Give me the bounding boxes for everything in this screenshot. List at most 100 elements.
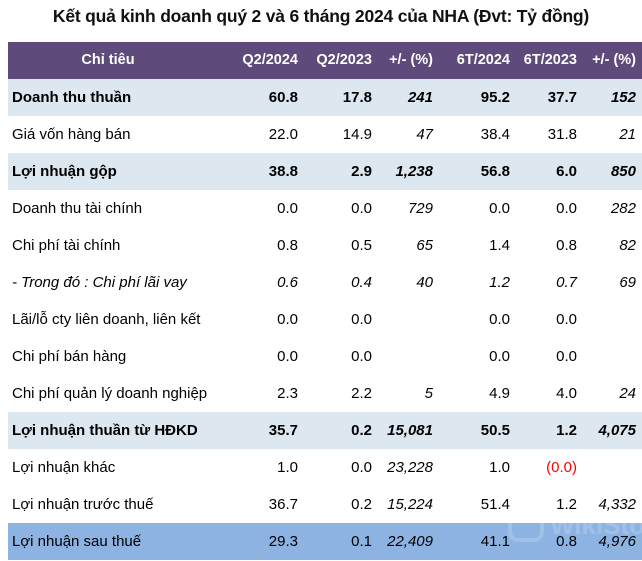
cell-q2-2023: 2.9: [351, 163, 372, 180]
cell-6t-2024: 0.0: [489, 348, 510, 365]
table-row: Chi phí tài chính 0.8 0.5 65 1.4 0.8 82: [8, 227, 642, 264]
row-label: - Trong đó : Chi phí lãi vay: [12, 274, 187, 291]
cell-6t-2023: 1.2: [556, 496, 577, 513]
cell-6t-2024: 51.4: [480, 496, 510, 513]
table-row: Lợi nhuận thuần từ HĐKD 35.7 0.2 15,081 50.5…: [8, 412, 642, 449]
cell-6t-2024: 4.9: [489, 385, 510, 402]
cell-q-change: 65: [416, 237, 433, 254]
table-header-row: Chỉ tiêu Q2/2024 Q2/2023 +/- (%) 6T/2024…: [8, 42, 642, 79]
row-label: Doanh thu tài chính: [12, 200, 143, 217]
cell-6t-2023: 0.7: [556, 274, 577, 291]
cell-6t-2024: 38.4: [480, 126, 510, 143]
cell-6t-2024: 41.1: [480, 533, 510, 550]
cell-6t-change: 4,075: [598, 422, 636, 439]
header-q2-2024: Q2/2024: [242, 52, 298, 68]
results-table: Chỉ tiêu Q2/2024 Q2/2023 +/- (%) 6T/2024…: [8, 42, 642, 560]
cell-q2-2024: 0.0: [277, 200, 298, 217]
header-6t-2023: 6T/2023: [523, 52, 577, 68]
table-row: - Trong đó : Chi phí lãi vay 0.6 0.4 40 1.2 0…: [8, 264, 642, 301]
cell-q2-2024: 0.8: [277, 237, 298, 254]
cell-q2-2024: 2.3: [277, 385, 298, 402]
cell-q2-2024: 0.0: [277, 311, 298, 328]
cell-q-change: 23,228: [387, 459, 433, 476]
row-label: Lợi nhuận trước thuế: [12, 496, 154, 513]
cell-q2-2023: 0.0: [351, 200, 372, 217]
row-label: Lãi/lỗ cty liên doanh, liên kết: [12, 311, 201, 328]
table-row: Chi phí bán hàng 0.0 0.0 0.0 0.0: [8, 338, 642, 375]
cell-6t-change: 850: [610, 163, 636, 180]
cell-q-change: 729: [407, 200, 433, 217]
cell-q2-2023: 0.0: [351, 459, 372, 476]
cell-q2-2024: 22.0: [268, 126, 298, 143]
cell-q2-2023: 2.2: [351, 385, 372, 402]
cell-q-change: 22,409: [387, 533, 433, 550]
cell-q2-2023: 17.8: [342, 89, 372, 106]
table-title: Kết quả kinh doanh quý 2 và 6 tháng 2024…: [52, 6, 590, 26]
cell-6t-2024: 1.4: [489, 237, 510, 254]
cell-6t-2024: 56.8: [480, 163, 510, 180]
row-label: Lợi nhuận thuần từ HĐKD: [12, 422, 198, 439]
header-chi-tieu: Chỉ tiêu: [81, 52, 135, 68]
cell-q2-2023: 0.4: [351, 274, 372, 291]
header-q-change: +/- (%): [389, 52, 433, 68]
cell-6t-2023: 0.0: [556, 348, 577, 365]
cell-6t-change: 282: [610, 200, 636, 217]
cell-6t-change: 69: [619, 274, 636, 291]
cell-q-change: 5: [424, 385, 433, 402]
cell-6t-2024: 0.0: [489, 200, 510, 217]
cell-q2-2024: 35.7: [268, 422, 298, 439]
cell-6t-2023: 0.0: [556, 311, 577, 328]
table-row: Doanh thu tài chính 0.0 0.0 729 0.0 0.0 282: [8, 190, 642, 227]
row-label: Lợi nhuận sau thuế: [12, 533, 142, 550]
cell-q-change: 15,081: [387, 422, 433, 439]
cell-q-change: 241: [407, 89, 433, 106]
cell-6t-2023: 6.0: [556, 163, 577, 180]
header-6t-2024: 6T/2024: [456, 52, 510, 68]
cell-q2-2024: 0.6: [277, 274, 298, 291]
table-row: Giá vốn hàng bán 22.0 14.9 47 38.4 31.8 21: [8, 116, 642, 153]
cell-6t-2024: 95.2: [480, 89, 510, 106]
cell-q2-2024: 38.8: [268, 163, 298, 180]
cell-q2-2023: 0.2: [351, 496, 372, 513]
cell-q2-2023: 0.0: [351, 311, 372, 328]
row-label: Chi phí quản lý doanh nghiệp: [12, 385, 208, 402]
table-row: Lợi nhuận sau thuế 29.3 0.1 22,409 41.1 0.8 4,…: [8, 523, 642, 560]
cell-q-change: 15,224: [387, 496, 433, 513]
cell-q2-2024: 29.3: [268, 533, 298, 550]
row-label: Doanh thu thuần: [12, 89, 132, 106]
table-row: Chi phí quản lý doanh nghiệp 2.3 2.2 5 4.9 4.…: [8, 375, 642, 412]
cell-q2-2024: 1.0: [277, 459, 298, 476]
header-q2-2023: Q2/2023: [316, 52, 372, 68]
cell-6t-2023: 0.8: [556, 533, 577, 550]
cell-q2-2023: 0.1: [351, 533, 372, 550]
table-row: Lợi nhuận trước thuế 36.7 0.2 15,224 51.4 1.2…: [8, 486, 642, 523]
cell-6t-change: 4,976: [598, 533, 636, 550]
cell-q2-2024: 0.0: [277, 348, 298, 365]
cell-q2-2023: 0.5: [351, 237, 372, 254]
table-row: Lãi/lỗ cty liên doanh, liên kết 0.0 0.0 0.0…: [8, 301, 642, 338]
cell-6t-2024: 0.0: [489, 311, 510, 328]
row-label: Lợi nhuận gộp: [12, 163, 117, 180]
cell-6t-change: 21: [619, 126, 636, 143]
row-label: Chi phí tài chính: [12, 237, 121, 254]
row-label: Chi phí bán hàng: [12, 348, 127, 365]
row-label: Giá vốn hàng bán: [12, 126, 131, 143]
cell-6t-2024: 1.2: [489, 274, 510, 291]
cell-6t-2023: 1.2: [556, 422, 577, 439]
table-row: Lợi nhuận gộp 38.8 2.9 1,238 56.8 6.0 850: [8, 153, 642, 190]
cell-q2-2023: 14.9: [342, 126, 372, 143]
cell-6t-2024: 1.0: [489, 459, 510, 476]
table-row: Doanh thu thuần 60.8 17.8 241 95.2 37.7 152: [8, 79, 642, 116]
cell-6t-change: 82: [619, 237, 636, 254]
cell-6t-2023: 37.7: [547, 89, 577, 106]
cell-q2-2024: 60.8: [268, 89, 298, 106]
cell-6t-2023: 31.8: [547, 126, 577, 143]
header-6t-change: +/- (%): [592, 52, 636, 68]
table-body: Doanh thu thuần 60.8 17.8 241 95.2 37.7 152 Giá…: [8, 79, 642, 560]
cell-6t-2023: 4.0: [556, 385, 577, 402]
row-label: Lợi nhuận khác: [12, 459, 116, 476]
cell-q-change: 1,238: [395, 163, 433, 180]
cell-6t-2023: (0.0): [546, 459, 577, 476]
cell-6t-2024: 50.5: [480, 422, 510, 439]
cell-6t-change: 24: [619, 385, 636, 402]
